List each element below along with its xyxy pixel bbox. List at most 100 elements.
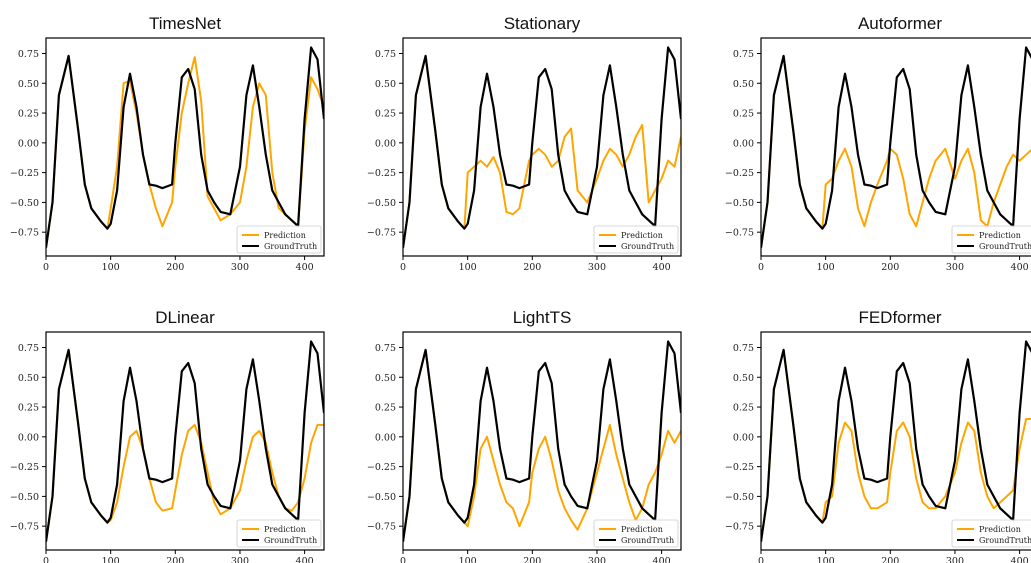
y-tick-label: 0.50 bbox=[733, 373, 754, 384]
x-tick-label: 0 bbox=[43, 262, 49, 273]
chart-title: Autoformer bbox=[858, 14, 942, 33]
y-tick-label: 0.50 bbox=[18, 79, 39, 90]
x-tick-label: 0 bbox=[400, 262, 406, 273]
series-line-groundtruth bbox=[761, 340, 1031, 542]
y-tick-label: −0.75 bbox=[367, 522, 396, 533]
x-tick-label: 300 bbox=[588, 262, 606, 273]
chart-title: TimesNet bbox=[149, 14, 221, 33]
x-tick-label: 400 bbox=[1011, 556, 1029, 563]
y-tick-label: 0.00 bbox=[18, 138, 39, 149]
x-tick-label: 0 bbox=[400, 556, 406, 563]
y-tick-label: 0.25 bbox=[375, 403, 396, 414]
series-line-prediction bbox=[403, 54, 681, 248]
y-tick-label: 0.00 bbox=[18, 432, 39, 443]
y-tick-label: 0.50 bbox=[375, 373, 396, 384]
y-tick-label: −0.75 bbox=[10, 522, 39, 533]
x-tick-label: 200 bbox=[881, 556, 899, 563]
x-tick-label: 400 bbox=[296, 262, 314, 273]
y-tick-label: −0.75 bbox=[725, 522, 754, 533]
y-tick-label: −0.75 bbox=[367, 228, 396, 239]
y-tick-label: −0.25 bbox=[367, 168, 396, 179]
x-tick-label: 100 bbox=[459, 556, 477, 563]
x-tick-label: 400 bbox=[653, 556, 671, 563]
subplot-autoformer: Autoformer 0 100 200 300 400 0.75 0.50 0.25 0.00 −… bbox=[725, 14, 1031, 273]
x-tick-label: 200 bbox=[166, 556, 184, 563]
y-tick-label: 0.25 bbox=[18, 403, 39, 414]
plot-frame bbox=[45, 331, 325, 551]
x-tick-label: 400 bbox=[1011, 262, 1029, 273]
legend: Prediction GroundTruth bbox=[951, 519, 1031, 548]
y-tick-label: 0.50 bbox=[733, 79, 754, 90]
subplot-stationary: Stationary 0 100 200 300 400 0.75 0.50 0.25 0.00 −… bbox=[367, 14, 682, 273]
y-tick-label: 0.00 bbox=[733, 432, 754, 443]
x-tick-label: 300 bbox=[946, 556, 964, 563]
y-tick-label: 0.25 bbox=[733, 109, 754, 120]
x-tick-label: 200 bbox=[881, 262, 899, 273]
subplot-lightts: LightTS 0 100 200 300 400 0.75 0.50 0.25 0.00 −0.2… bbox=[367, 308, 682, 563]
y-tick-label: 0.00 bbox=[375, 432, 396, 443]
y-tick-label: −0.75 bbox=[10, 228, 39, 239]
legend-label: GroundTruth bbox=[979, 536, 1031, 545]
y-tick-label: −0.50 bbox=[10, 492, 39, 503]
y-tick-label: −0.25 bbox=[10, 168, 39, 179]
x-tick-label: 300 bbox=[946, 262, 964, 273]
plot-frame bbox=[760, 37, 1031, 257]
x-tick-label: 300 bbox=[231, 556, 249, 563]
y-tick-label: 0.25 bbox=[18, 109, 39, 120]
y-tick-label: −0.25 bbox=[367, 462, 396, 473]
x-tick-label: 200 bbox=[523, 556, 541, 563]
legend: Prediction GroundTruth bbox=[236, 225, 322, 254]
legend-label: Prediction bbox=[621, 231, 663, 240]
series-line-prediction bbox=[46, 348, 324, 542]
series-line-groundtruth bbox=[403, 340, 681, 542]
y-tick-label: −0.50 bbox=[10, 198, 39, 209]
y-tick-label: 0.50 bbox=[375, 79, 396, 90]
series-line-prediction bbox=[403, 348, 681, 542]
y-tick-label: −0.50 bbox=[725, 198, 754, 209]
y-tick-label: −0.50 bbox=[725, 492, 754, 503]
y-tick-label: 0.75 bbox=[18, 49, 39, 60]
x-tick-label: 400 bbox=[653, 262, 671, 273]
x-tick-label: 0 bbox=[758, 262, 764, 273]
subplot-fedformer: FEDformer 0 100 200 300 400 0.75 0.50 0.25 0.00 −0… bbox=[725, 308, 1031, 563]
series-line-groundtruth bbox=[46, 46, 324, 248]
legend-label: Prediction bbox=[979, 231, 1021, 240]
x-tick-label: 100 bbox=[817, 262, 835, 273]
legend: Prediction GroundTruth bbox=[593, 519, 679, 548]
legend-label: GroundTruth bbox=[979, 242, 1031, 251]
y-tick-label: 0.00 bbox=[733, 138, 754, 149]
legend-label: Prediction bbox=[621, 525, 663, 534]
legend-label: GroundTruth bbox=[264, 242, 317, 251]
y-tick-label: 0.00 bbox=[375, 138, 396, 149]
chart-title: FEDformer bbox=[858, 308, 941, 327]
chart-title: LightTS bbox=[513, 308, 572, 327]
legend-label: Prediction bbox=[264, 525, 306, 534]
y-tick-label: 0.75 bbox=[375, 49, 396, 60]
legend: Prediction GroundTruth bbox=[951, 225, 1031, 254]
legend-label: GroundTruth bbox=[621, 536, 674, 545]
y-tick-label: −0.50 bbox=[367, 492, 396, 503]
y-tick-label: 0.75 bbox=[733, 343, 754, 354]
y-tick-label: 0.75 bbox=[18, 343, 39, 354]
y-tick-label: 0.75 bbox=[375, 343, 396, 354]
x-tick-label: 300 bbox=[231, 262, 249, 273]
x-tick-label: 0 bbox=[758, 556, 764, 563]
x-tick-label: 200 bbox=[523, 262, 541, 273]
chart-title: DLinear bbox=[155, 308, 215, 327]
legend-label: GroundTruth bbox=[264, 536, 317, 545]
x-tick-label: 300 bbox=[588, 556, 606, 563]
chart-title: Stationary bbox=[504, 14, 581, 33]
y-tick-label: 0.25 bbox=[733, 403, 754, 414]
x-tick-label: 100 bbox=[817, 556, 835, 563]
x-tick-label: 0 bbox=[43, 556, 49, 563]
plot-frame bbox=[760, 331, 1031, 551]
legend: Prediction GroundTruth bbox=[236, 519, 322, 548]
y-tick-label: −0.25 bbox=[725, 168, 754, 179]
x-tick-label: 400 bbox=[296, 556, 314, 563]
subplot-dlinear: DLinear 0 100 200 300 400 0.75 0.50 0.25 0.00 −0.2… bbox=[10, 308, 325, 563]
y-tick-label: −0.25 bbox=[725, 462, 754, 473]
series-line-groundtruth bbox=[403, 46, 681, 248]
y-tick-label: −0.25 bbox=[10, 462, 39, 473]
x-tick-label: 200 bbox=[166, 262, 184, 273]
